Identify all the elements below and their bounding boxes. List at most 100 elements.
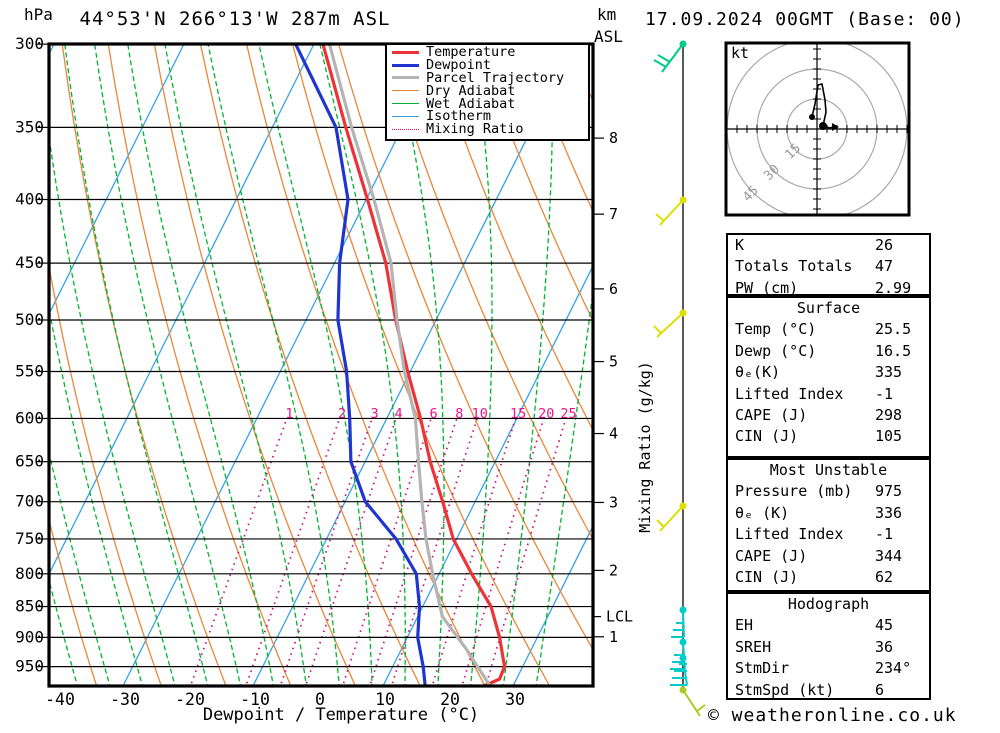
temperature-curve <box>321 45 507 685</box>
table-row-value: 234° <box>875 659 912 678</box>
pressure-tick-label: 950 <box>15 657 44 676</box>
table-row-label: StmSpd (kt) <box>735 680 835 699</box>
dry-adiabat-line <box>476 45 592 320</box>
mixing-ratio-line <box>190 418 288 685</box>
km-tick-label: 1 <box>609 628 618 646</box>
table-row-value: -1 <box>875 384 894 403</box>
table-row-label: θₑ (K) <box>735 503 790 522</box>
pressure-tick-label: 750 <box>15 529 44 548</box>
temp-tick-label: -30 <box>110 690 140 709</box>
table-row-value: 344 <box>875 546 903 565</box>
legend-label: Dry Adiabat <box>426 82 516 99</box>
km-tick-label: 6 <box>609 280 618 298</box>
table-row-label: CIN (J) <box>735 427 799 446</box>
wind-barb <box>653 309 687 338</box>
isotherm-line <box>50 45 314 573</box>
wind-barb-feather <box>653 325 662 334</box>
dry-adiabat-line <box>61 45 227 685</box>
km-tick-label: 5 <box>609 353 618 371</box>
mixing-ratio-value-label: 10 <box>472 406 488 422</box>
wet-adiabat-line <box>164 45 307 685</box>
table-row-value: 26 <box>875 236 894 254</box>
pressure-tick-label: 450 <box>15 253 44 272</box>
mixing-ratio-value-label: 6 <box>430 406 438 422</box>
wind-barb-feather <box>656 519 665 528</box>
legend-label: Isotherm <box>426 108 492 125</box>
mixing-ratio-value-label: 1 <box>285 406 293 422</box>
dry-adiabat-line <box>384 45 592 539</box>
temp-tick-label: 20 <box>440 690 460 709</box>
table-row: PW (cm) 2.99 <box>728 278 929 299</box>
wind-barb <box>656 502 687 532</box>
wind-barb-shaft <box>656 312 684 338</box>
mixing-ratio-value-label: 3 <box>371 406 379 422</box>
wind-barb-feather <box>696 704 706 712</box>
index-table-most-unstable: Most Unstable Pressure (mb) 975 θₑ (K) 336 Li… <box>726 458 931 592</box>
table-title: Hodograph <box>787 595 870 613</box>
isotherm-line <box>383 267 592 685</box>
pressure-tick-label: 500 <box>15 310 44 329</box>
table-title: Most Unstable <box>769 461 888 479</box>
table-row-value: 336 <box>875 503 903 522</box>
table-row-label: EH <box>735 616 754 635</box>
table-row-value: 45 <box>875 616 894 635</box>
dry-adiabat-line <box>153 45 356 685</box>
dry-adiabat-line <box>107 45 291 685</box>
table-row: Dewp (°C) 16.5 <box>728 341 929 362</box>
pressure-tick-label: 350 <box>15 117 44 136</box>
wind-barb-feather <box>657 54 671 63</box>
table-row-label: CAPE (J) <box>735 546 808 565</box>
legend-sample-line <box>392 90 419 92</box>
wet-adiabat-line <box>127 45 274 685</box>
wind-barb-dot <box>679 654 687 662</box>
legend-sample-line <box>392 103 419 105</box>
dewpoint-curve <box>294 45 427 685</box>
table-row-label: PW (cm) <box>735 278 799 297</box>
pressure-tick-label: 600 <box>15 408 44 427</box>
table-row-label: CIN (J) <box>735 567 799 586</box>
hodograph-unit-label: kt <box>731 44 750 62</box>
wind-barb-dot <box>679 606 687 614</box>
wind-barb-dot <box>679 638 687 646</box>
table-row-value: 298 <box>875 405 903 424</box>
table-row: CAPE (J) 344 <box>728 546 929 567</box>
wind-barb <box>671 606 687 638</box>
wet-adiabat-line <box>319 45 406 685</box>
legend-sample-line <box>392 115 419 117</box>
table-row: CAPE (J) 298 <box>728 405 929 426</box>
index-table-surface: Surface Temp (°C) 25.5 Dewp (°C) 16.5 θₑ(K) 33… <box>726 296 931 458</box>
wet-adiabat-line <box>94 45 241 685</box>
hodograph-trace <box>811 83 834 129</box>
table-row-label: Dewp (°C) <box>735 341 817 360</box>
legend-sample-dotted <box>392 128 419 130</box>
table-row-value: 62 <box>875 567 894 586</box>
km-tick-label: 2 <box>609 561 618 579</box>
table-row-value: 6 <box>875 680 885 699</box>
legend-label: Wet Adiabat <box>426 95 516 112</box>
table-row-label: Lifted Index <box>735 525 844 544</box>
legend-label: Dewpoint <box>426 57 492 74</box>
wind-barb <box>679 686 706 717</box>
table-row: StmSpd (kt) 6 <box>728 680 929 701</box>
legend-label: Parcel Trajectory <box>426 70 565 86</box>
wet-adiabat-line <box>470 45 493 685</box>
mixing-ratio-value-label: 15 <box>510 406 526 422</box>
dry-adiabat-line <box>338 45 592 649</box>
legend-item: Mixing Ratio <box>387 121 588 137</box>
asl-axis-unit: ASL <box>594 27 623 46</box>
table-row-value: 16.5 <box>875 341 912 360</box>
pressure-axis-unit: hPa <box>24 5 53 24</box>
wet-adiabat-line <box>0 44 13 689</box>
temp-tick-label: 0 <box>315 690 325 709</box>
plot-background-lines: 1 2 3 4 6 8 10 15 20 25 <box>0 44 592 689</box>
table-row: Temp (°C) 25.5 <box>728 319 929 340</box>
temp-tick-label: -40 <box>45 690 75 709</box>
wet-adiabat-line <box>64 45 209 685</box>
wind-barb-shaft <box>661 43 684 73</box>
index-table-stability: K 26 Totals Totals 47 PW (cm) 2.99 <box>726 233 931 299</box>
km-tick-label: 3 <box>609 493 618 511</box>
sounding-curves <box>294 45 507 685</box>
